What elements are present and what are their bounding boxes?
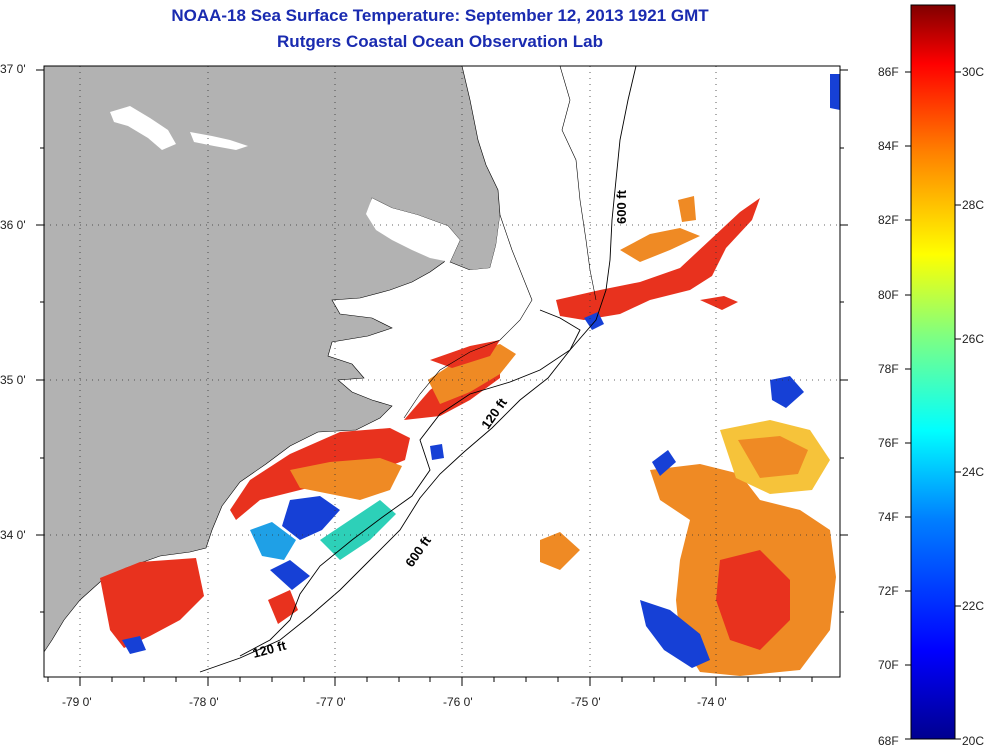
colorbar-label-f: 78F bbox=[878, 362, 899, 376]
sst-patch-cool bbox=[770, 376, 804, 408]
land-mass bbox=[44, 66, 501, 653]
sst-patch-cool bbox=[830, 74, 840, 110]
albemarle-sound bbox=[366, 198, 460, 262]
sst-patch-warm bbox=[700, 296, 738, 310]
sst-patch-warm bbox=[738, 436, 808, 478]
contour-600ft-north bbox=[199, 66, 637, 673]
grid-lines bbox=[44, 66, 840, 677]
lon-label: -74 0' bbox=[697, 695, 727, 709]
colorbar-label-f: 68F bbox=[878, 734, 899, 748]
sst-patch-warm bbox=[620, 228, 700, 262]
sst-patch-cool bbox=[122, 636, 146, 654]
map-frame bbox=[43, 65, 841, 678]
colorbar-label-f: 86F bbox=[878, 65, 899, 79]
lon-label: -75 0' bbox=[571, 695, 601, 709]
contour-label-600-north: 600 ft bbox=[614, 189, 629, 224]
sst-patch-cool bbox=[320, 500, 396, 560]
sst-patch-cool bbox=[430, 444, 444, 460]
inland-lake bbox=[110, 106, 176, 150]
sst-patch-warm bbox=[268, 590, 298, 624]
sst-patch-warm bbox=[540, 532, 580, 570]
colorbar-ticks bbox=[905, 71, 961, 740]
sst-patch-warm bbox=[428, 344, 516, 404]
colorbar-label-c: 26C bbox=[962, 332, 985, 346]
sst-patch-warm bbox=[290, 458, 402, 500]
lon-label: -79 0' bbox=[62, 695, 92, 709]
barrier-island-line bbox=[403, 214, 533, 419]
pamlico-sound bbox=[392, 215, 528, 318]
map-subtitle: Rutgers Coastal Ocean Observation Lab bbox=[277, 32, 603, 51]
colorbar-label-c: 28C bbox=[962, 198, 985, 212]
sst-patch-cool bbox=[584, 312, 604, 330]
chesapeake-coast bbox=[559, 66, 597, 301]
lat-label: 34 0' bbox=[0, 528, 26, 542]
colorbar bbox=[910, 4, 956, 740]
axis-ticks bbox=[36, 69, 848, 686]
sst-patch-warm bbox=[678, 196, 696, 222]
colorbar-label-c: 24C bbox=[962, 465, 985, 479]
lon-label: -76 0' bbox=[443, 695, 473, 709]
colorbar-label-c: 22C bbox=[962, 599, 985, 613]
lat-label: 37 0' bbox=[0, 62, 26, 76]
lat-label: 36 0' bbox=[0, 218, 26, 232]
colorbar-label-f: 70F bbox=[878, 658, 899, 672]
sst-patch-cool bbox=[652, 450, 676, 476]
colorbar-label-f: 80F bbox=[878, 288, 899, 302]
sst-patch-warm bbox=[100, 558, 204, 648]
sst-patch-warm bbox=[716, 550, 790, 650]
inland-lake bbox=[190, 132, 248, 150]
colorbar-label-f: 72F bbox=[878, 584, 899, 598]
colorbar-label-f: 74F bbox=[878, 510, 899, 524]
sst-patch-cool bbox=[270, 560, 310, 590]
contour-120ft bbox=[239, 309, 581, 657]
colorbar-label-f: 84F bbox=[878, 139, 899, 153]
sst-patch-warm bbox=[556, 198, 760, 320]
colorbar-label-c: 30C bbox=[962, 65, 985, 79]
lon-label: -78 0' bbox=[189, 695, 219, 709]
sst-patch-cool bbox=[282, 496, 340, 540]
lon-label: -77 0' bbox=[316, 695, 346, 709]
lat-label: 35 0' bbox=[0, 373, 26, 387]
colorbar-label-c: 20C bbox=[962, 734, 985, 748]
colorbar-label-f: 82F bbox=[878, 213, 899, 227]
sst-patch-cool bbox=[250, 522, 296, 560]
sst-patch-cool bbox=[640, 600, 710, 668]
colorbar-label-f: 76F bbox=[878, 436, 899, 450]
map-title: NOAA-18 Sea Surface Temperature: Septemb… bbox=[171, 6, 709, 25]
